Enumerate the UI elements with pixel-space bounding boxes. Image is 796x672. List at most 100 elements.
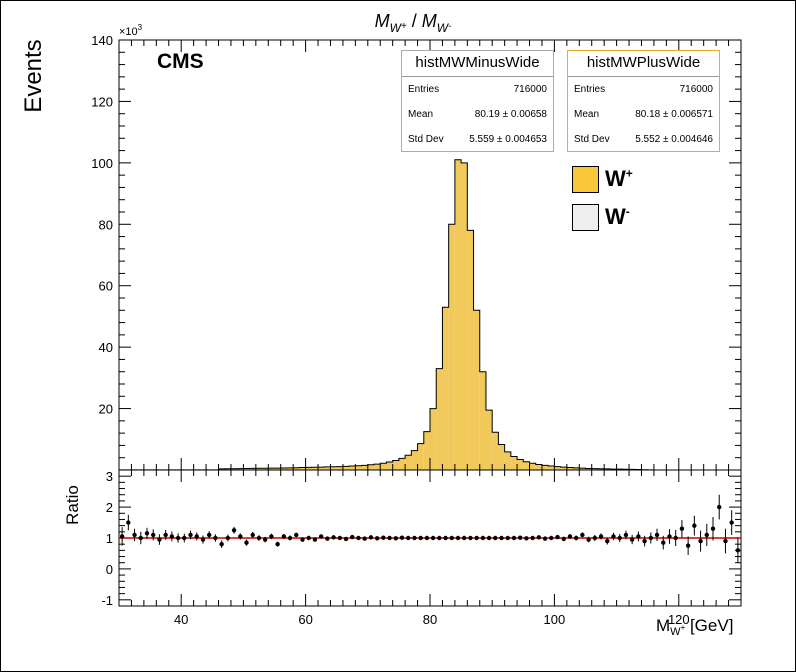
- ratio-point: [362, 536, 367, 541]
- ratio-point: [325, 536, 330, 541]
- y-tick-label: 20: [99, 402, 113, 417]
- ratio-point: [443, 535, 448, 541]
- legend-label-wplus: W+: [605, 166, 633, 191]
- ratio-point: [412, 535, 417, 541]
- histogram-bar: [485, 410, 493, 470]
- ratio-point: [213, 535, 218, 541]
- ratio-point: [119, 534, 125, 539]
- statbox-plus: histMWPlusWide Entries 716000 Mean 80.18 ±…: [567, 50, 720, 152]
- ratio-y-tick-label: 3: [106, 469, 113, 484]
- ratio-point: [493, 535, 498, 541]
- histogram-bar: [237, 468, 244, 470]
- ratio-point: [654, 532, 660, 538]
- ratio-point: [586, 537, 591, 542]
- histogram-bar: [541, 465, 549, 470]
- ratio-point: [462, 535, 467, 541]
- histogram-bar: [442, 307, 449, 470]
- ratio-point: [480, 535, 486, 541]
- histogram-bar: [461, 162, 468, 470]
- legend-item-wminus: W-: [572, 198, 633, 236]
- y-tick-label: 60: [99, 279, 113, 294]
- histogram-bar: [318, 467, 325, 470]
- ratio-point: [642, 538, 647, 544]
- ratio-point: [542, 536, 548, 541]
- ratio-point: [486, 535, 492, 541]
- ratio-point: [356, 535, 361, 541]
- ratio-point: [592, 535, 598, 541]
- histogram-bar: [286, 467, 294, 470]
- histogram-bar: [336, 466, 343, 470]
- ratio-point: [312, 537, 318, 542]
- histogram-bar: [423, 431, 430, 470]
- ratio-point: [580, 532, 585, 538]
- ratio-point: [629, 537, 635, 542]
- ratio-point: [517, 535, 523, 540]
- histogram-bar: [597, 468, 605, 470]
- histogram-bar: [374, 464, 381, 470]
- ratio-point: [275, 541, 280, 547]
- histogram-bar: [492, 432, 499, 470]
- histogram-bar: [573, 467, 580, 470]
- ratio-point: [374, 536, 380, 541]
- histogram-outline: [118, 159, 741, 471]
- ratio-point: [262, 537, 268, 542]
- ratio-point: [151, 532, 156, 538]
- histogram-bar: [268, 468, 275, 470]
- ratio-point: [511, 535, 517, 541]
- y-exponent-label: ×103: [119, 23, 143, 38]
- histogram-bar: [361, 465, 368, 470]
- histogram-bar: [367, 464, 375, 470]
- ratio-point: [735, 548, 741, 553]
- histogram-bar: [243, 468, 250, 470]
- ratio-point: [636, 534, 641, 539]
- ratio-point: [343, 536, 349, 542]
- ratio-point: [250, 532, 255, 538]
- histogram-bar: [579, 468, 586, 470]
- ratio-point: [387, 535, 392, 541]
- ratio-point: [206, 532, 212, 538]
- histogram-bar: [305, 467, 312, 470]
- y-axis-label: Events: [20, 39, 47, 112]
- x-tick-label: 100: [544, 612, 566, 627]
- ratio-point: [182, 535, 187, 541]
- ratio-point: [455, 535, 461, 541]
- ratio-point: [138, 535, 143, 541]
- ratio-point: [350, 534, 355, 540]
- ratio-point: [287, 535, 293, 541]
- histogram-bar: [479, 371, 486, 470]
- histogram-bar: [604, 468, 611, 470]
- ratio-point: [617, 535, 622, 541]
- ratio-point: [667, 534, 672, 539]
- ratio-y-tick-label: 2: [106, 500, 113, 515]
- x-tick-label: 120: [668, 612, 690, 627]
- ratio-y-tick-label: 1: [106, 531, 113, 546]
- ratio-point: [244, 540, 249, 545]
- ratio-point: [337, 535, 343, 541]
- histogram-bar: [548, 466, 555, 470]
- histogram-bar: [349, 466, 356, 470]
- ratio-point: [499, 535, 504, 541]
- histogram-bar: [230, 468, 238, 470]
- histogram-bar: [504, 451, 511, 470]
- histogram-bar: [386, 462, 393, 470]
- histogram-bar: [262, 468, 269, 470]
- histogram-bar: [398, 458, 406, 470]
- ratio-point: [573, 535, 579, 541]
- ratio-point: [567, 534, 573, 539]
- ratio-point: [729, 520, 734, 525]
- histogram-bar: [436, 368, 443, 470]
- histogram-bar: [430, 408, 437, 470]
- ratio-point: [685, 543, 691, 548]
- histogram-bar: [467, 230, 474, 470]
- ratio-point: [692, 523, 697, 528]
- ratio-point: [717, 504, 722, 510]
- histogram-bar: [585, 468, 592, 470]
- ratio-point: [437, 535, 442, 541]
- ratio-point: [225, 535, 231, 541]
- ratio-point: [704, 532, 709, 538]
- ratio-point: [331, 535, 336, 540]
- ratio-point: [144, 531, 150, 536]
- histogram-bar: [529, 463, 536, 470]
- histogram-bar: [411, 450, 418, 470]
- x-tick-label: 80: [423, 612, 437, 627]
